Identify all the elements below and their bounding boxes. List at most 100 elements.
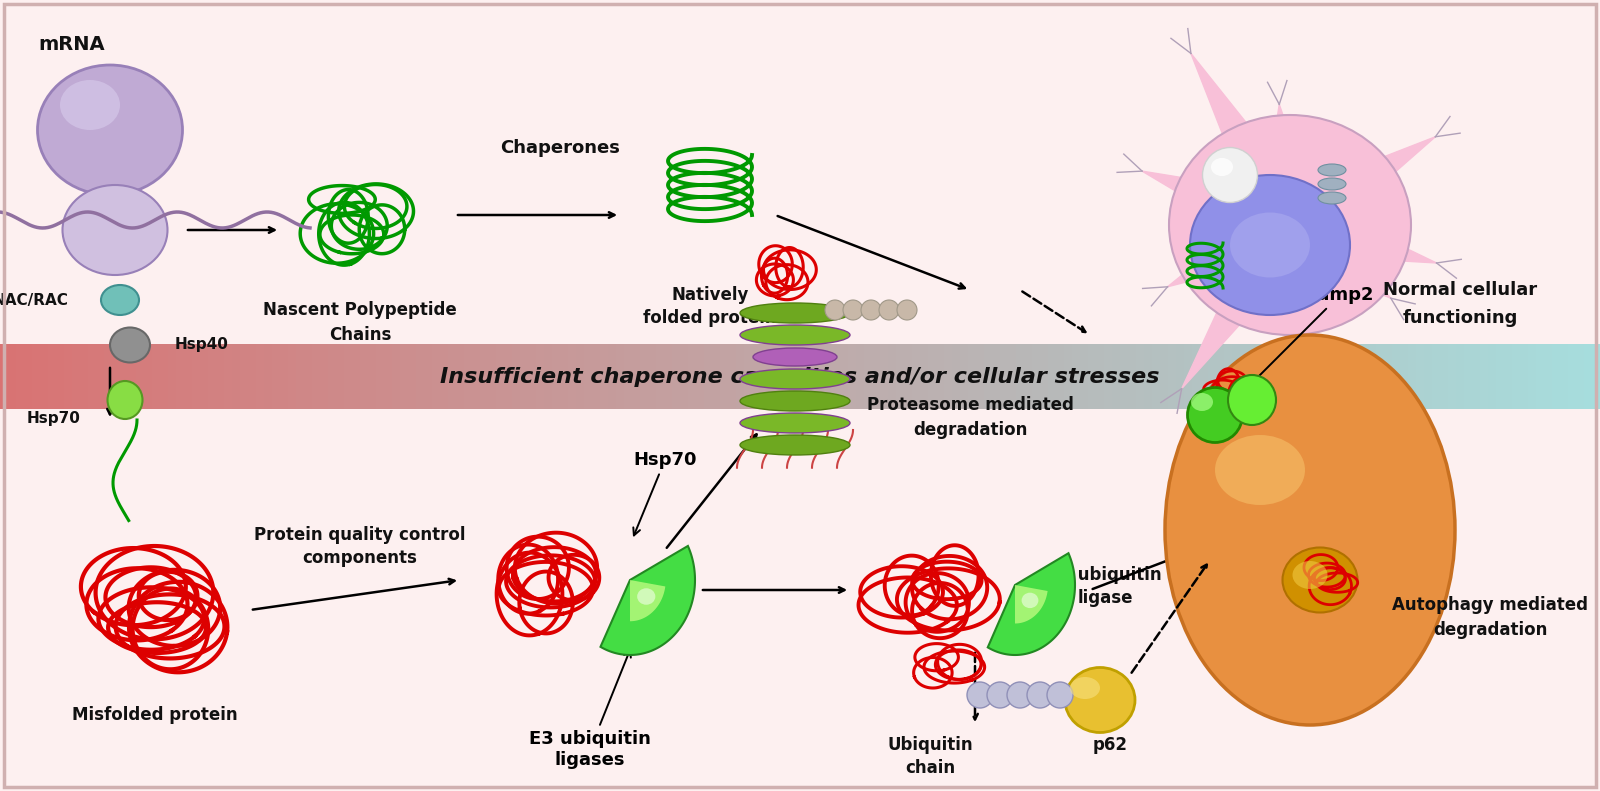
Bar: [440, 344, 450, 409]
Bar: [968, 344, 978, 409]
Bar: [944, 344, 954, 409]
Bar: [952, 344, 962, 409]
Ellipse shape: [1066, 668, 1134, 732]
Bar: [1352, 344, 1362, 409]
Circle shape: [1046, 682, 1074, 708]
Bar: [328, 344, 338, 409]
Bar: [592, 344, 602, 409]
Bar: [1000, 344, 1010, 409]
Bar: [232, 344, 242, 409]
Bar: [1424, 344, 1434, 409]
Bar: [288, 344, 298, 409]
Bar: [80, 344, 90, 409]
Circle shape: [826, 300, 845, 320]
Bar: [904, 344, 914, 409]
Bar: [880, 344, 890, 409]
Bar: [88, 344, 98, 409]
Bar: [416, 344, 426, 409]
Bar: [312, 344, 322, 409]
Bar: [1288, 344, 1298, 409]
Bar: [1328, 344, 1338, 409]
Bar: [344, 344, 354, 409]
Text: Protein quality control: Protein quality control: [254, 526, 466, 544]
Polygon shape: [1142, 171, 1301, 253]
Bar: [1512, 344, 1522, 409]
Bar: [1360, 344, 1370, 409]
Bar: [1024, 344, 1034, 409]
Bar: [1280, 344, 1290, 409]
Bar: [512, 344, 522, 409]
Bar: [720, 344, 730, 409]
Text: Hsp70: Hsp70: [26, 411, 80, 426]
Ellipse shape: [1203, 147, 1258, 202]
Ellipse shape: [61, 80, 120, 130]
Bar: [104, 344, 114, 409]
Bar: [1040, 344, 1050, 409]
Bar: [240, 344, 250, 409]
Text: Hsp70: Hsp70: [634, 451, 696, 536]
Bar: [1016, 344, 1026, 409]
Bar: [0, 344, 10, 409]
Bar: [376, 344, 386, 409]
Text: Hsp40: Hsp40: [174, 338, 229, 353]
Bar: [1232, 344, 1242, 409]
Bar: [72, 344, 82, 409]
Bar: [1552, 344, 1562, 409]
Bar: [624, 344, 634, 409]
Bar: [920, 344, 930, 409]
Bar: [688, 344, 698, 409]
Bar: [776, 344, 786, 409]
Bar: [432, 344, 442, 409]
Bar: [1192, 344, 1202, 409]
Text: Misfolded protein: Misfolded protein: [72, 706, 238, 724]
Bar: [1400, 344, 1410, 409]
Circle shape: [861, 300, 882, 320]
Ellipse shape: [739, 435, 850, 455]
Ellipse shape: [1021, 592, 1038, 608]
Ellipse shape: [37, 65, 182, 195]
Bar: [568, 344, 578, 409]
Bar: [1536, 344, 1546, 409]
Bar: [1200, 344, 1210, 409]
Bar: [664, 344, 674, 409]
Text: chain: chain: [906, 759, 955, 777]
Bar: [1032, 344, 1042, 409]
Bar: [792, 344, 802, 409]
Bar: [136, 344, 146, 409]
Polygon shape: [1283, 196, 1437, 263]
Text: Chaperones: Chaperones: [501, 139, 619, 157]
Bar: [584, 344, 594, 409]
Bar: [464, 344, 474, 409]
Bar: [768, 344, 778, 409]
Bar: [16, 344, 26, 409]
Bar: [1048, 344, 1058, 409]
Bar: [1056, 344, 1066, 409]
Bar: [1104, 344, 1114, 409]
Bar: [1080, 344, 1090, 409]
Bar: [656, 344, 666, 409]
Bar: [600, 344, 610, 409]
Bar: [744, 344, 754, 409]
Bar: [1240, 344, 1250, 409]
Polygon shape: [1168, 199, 1304, 287]
Ellipse shape: [1229, 375, 1277, 425]
Bar: [824, 344, 834, 409]
Bar: [984, 344, 994, 409]
Bar: [1432, 344, 1442, 409]
Text: Autophagy mediated: Autophagy mediated: [1392, 596, 1587, 614]
Bar: [1528, 344, 1538, 409]
Circle shape: [843, 300, 862, 320]
Bar: [1576, 344, 1586, 409]
Bar: [152, 344, 162, 409]
Bar: [1448, 344, 1458, 409]
Bar: [1520, 344, 1530, 409]
Bar: [704, 344, 714, 409]
Text: ligase: ligase: [1077, 589, 1133, 607]
Bar: [1480, 344, 1490, 409]
Ellipse shape: [110, 327, 150, 362]
Bar: [1584, 344, 1594, 409]
Bar: [1216, 344, 1226, 409]
Bar: [256, 344, 266, 409]
Bar: [1144, 344, 1154, 409]
Circle shape: [898, 300, 917, 320]
